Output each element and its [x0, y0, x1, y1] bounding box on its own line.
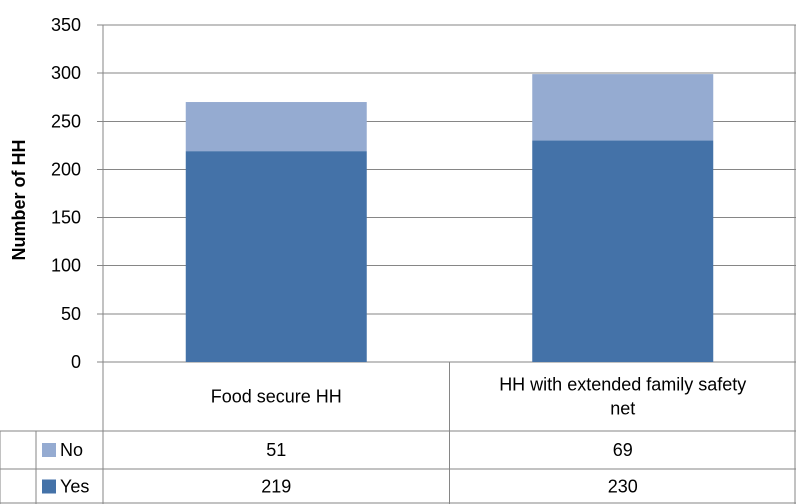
category-label: HH with extended family safety net — [499, 375, 746, 419]
legend-label-no: No — [60, 440, 83, 460]
y-tick-label: 50 — [61, 304, 81, 324]
y-tick-label: 100 — [51, 256, 81, 276]
y-tick-label: 300 — [51, 63, 81, 83]
data-label-yes: 219 — [261, 477, 291, 497]
y-tick-label: 0 — [71, 352, 81, 372]
bar-yes — [185, 151, 367, 362]
bar-yes — [532, 140, 714, 362]
legend-swatch-yes — [42, 479, 56, 494]
bars — [185, 74, 714, 362]
y-tick-label: 200 — [51, 159, 81, 179]
bar-no — [185, 102, 367, 152]
y-tick-label: 350 — [51, 15, 81, 35]
category-label: Food secure HH — [211, 387, 342, 407]
legend-label-yes: Yes — [60, 477, 89, 497]
data-label-no: 51 — [266, 440, 286, 460]
data-label-yes: 230 — [608, 477, 638, 497]
data-label-no: 69 — [613, 440, 633, 460]
legend-swatch-no — [42, 443, 56, 457]
y-tick-label: 150 — [51, 208, 81, 228]
data-table: Food secure HH HH with extended family sa… — [0, 25, 796, 504]
y-tick-label: 250 — [51, 111, 81, 131]
bar-no — [532, 74, 714, 141]
y-axis-label: Number of HH — [9, 140, 29, 261]
